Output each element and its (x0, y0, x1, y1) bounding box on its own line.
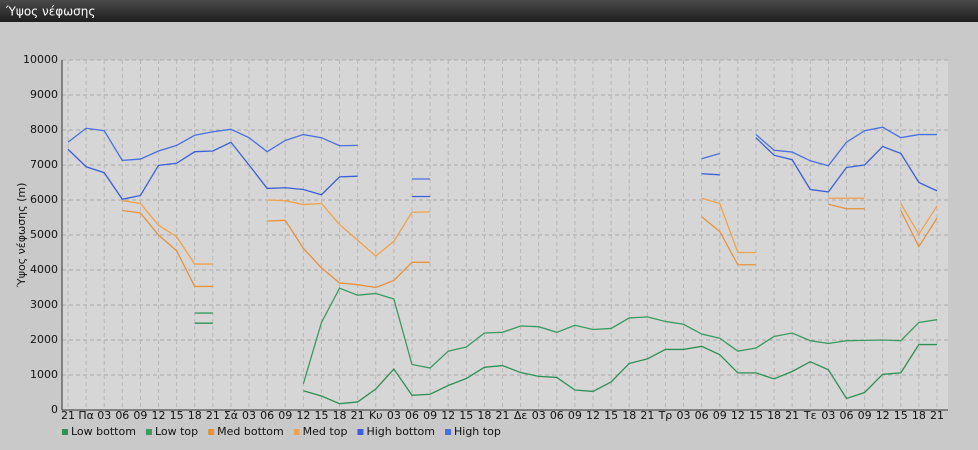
x-tick-label: 03 (242, 409, 256, 422)
x-tick-label: 09 (858, 409, 872, 422)
x-tick-label: 06 (260, 409, 274, 422)
x-tick-label: 06 (405, 409, 419, 422)
y-tick-label: 3000 (30, 298, 58, 311)
y-tick-label: 8000 (30, 123, 58, 136)
x-tick-label: 09 (133, 409, 147, 422)
y-tick-label: 7000 (30, 158, 58, 171)
legend-swatch (357, 429, 364, 435)
legend-swatch (62, 429, 68, 435)
title-bar (0, 0, 978, 22)
legend-label: Med bottom (217, 425, 284, 438)
x-tick-label: 12 (731, 409, 745, 422)
x-tick-label: 09 (713, 409, 727, 422)
y-tick-label: 5000 (30, 228, 58, 241)
x-tick-label: 12 (586, 409, 600, 422)
legend-label: Low top (155, 425, 198, 438)
x-tick-label: 03 (821, 409, 835, 422)
legend-label: Med top (303, 425, 348, 438)
series-line (194, 322, 937, 405)
x-tick-label: 09 (568, 409, 582, 422)
legend-swatch (445, 429, 451, 435)
x-tick-label: 06 (115, 409, 129, 422)
x-tick-label: 03 (97, 409, 111, 422)
x-tick-label: Πα (78, 409, 94, 422)
x-tick-label: 15 (459, 409, 473, 422)
x-tick-label: 18 (188, 409, 202, 422)
x-tick-label: 18 (477, 409, 491, 422)
x-tick-label: 18 (912, 409, 926, 422)
x-tick-label: 03 (677, 409, 691, 422)
legend-swatch (145, 429, 152, 435)
x-tick-label: 21 (206, 409, 220, 422)
y-tick-label: 1000 (30, 368, 58, 381)
x-tick-label: 15 (604, 409, 618, 422)
series-line (194, 287, 938, 384)
y-tick-label: 2000 (30, 333, 58, 346)
x-tick-label: 21 (785, 409, 799, 422)
series-line (122, 197, 938, 265)
x-tick-label: 15 (749, 409, 763, 422)
x-tick-label: Τε (803, 409, 817, 422)
x-tick-label: 15 (170, 409, 184, 422)
series-line (122, 203, 938, 289)
legend-label: High bottom (366, 425, 435, 438)
x-tick-label: 12 (441, 409, 455, 422)
series-line (67, 126, 937, 180)
x-tick-label: Κυ (369, 409, 383, 422)
x-tick-label: 21 (351, 409, 365, 422)
x-tick-label: 06 (695, 409, 709, 422)
x-tick-label: 09 (423, 409, 437, 422)
x-tick-label: 21 (930, 409, 944, 422)
x-tick-label: 15 (894, 409, 908, 422)
x-tick-label: 18 (622, 409, 636, 422)
y-tick-label: 6000 (30, 193, 58, 206)
x-tick-label: 09 (278, 409, 292, 422)
legend-label: High top (454, 425, 501, 438)
x-tick-label: Δε (514, 409, 528, 422)
x-tick-label: 21 (640, 409, 654, 422)
y-tick-label: 10000 (23, 53, 58, 66)
x-tick-label: 18 (333, 409, 347, 422)
window-title: Ύψος νέφωσης (5, 5, 95, 19)
x-tick-label: 06 (550, 409, 564, 422)
y-axis-label: Ύψος νέφωσης (m) (15, 183, 28, 289)
series-line (67, 137, 938, 201)
x-tick-label: 18 (767, 409, 781, 422)
x-tick-label: 03 (532, 409, 546, 422)
x-tick-label: 12 (876, 409, 890, 422)
x-tick-label: 21 (61, 409, 75, 422)
x-tick-label: 03 (387, 409, 401, 422)
x-tick-label: 21 (496, 409, 510, 422)
legend-swatch (293, 429, 300, 435)
legend-swatch (208, 429, 215, 435)
x-tick-label: 15 (314, 409, 328, 422)
x-tick-label: Τρ (658, 409, 673, 422)
legend-label: Low bottom (71, 425, 136, 438)
x-tick-label: Σά (224, 409, 238, 422)
x-tick-label: 12 (152, 409, 166, 422)
x-tick-label: 06 (839, 409, 853, 422)
x-tick-label: 12 (296, 409, 310, 422)
y-tick-label: 4000 (30, 263, 58, 276)
y-tick-label: 0 (51, 403, 58, 416)
y-tick-label: 9000 (30, 88, 58, 101)
